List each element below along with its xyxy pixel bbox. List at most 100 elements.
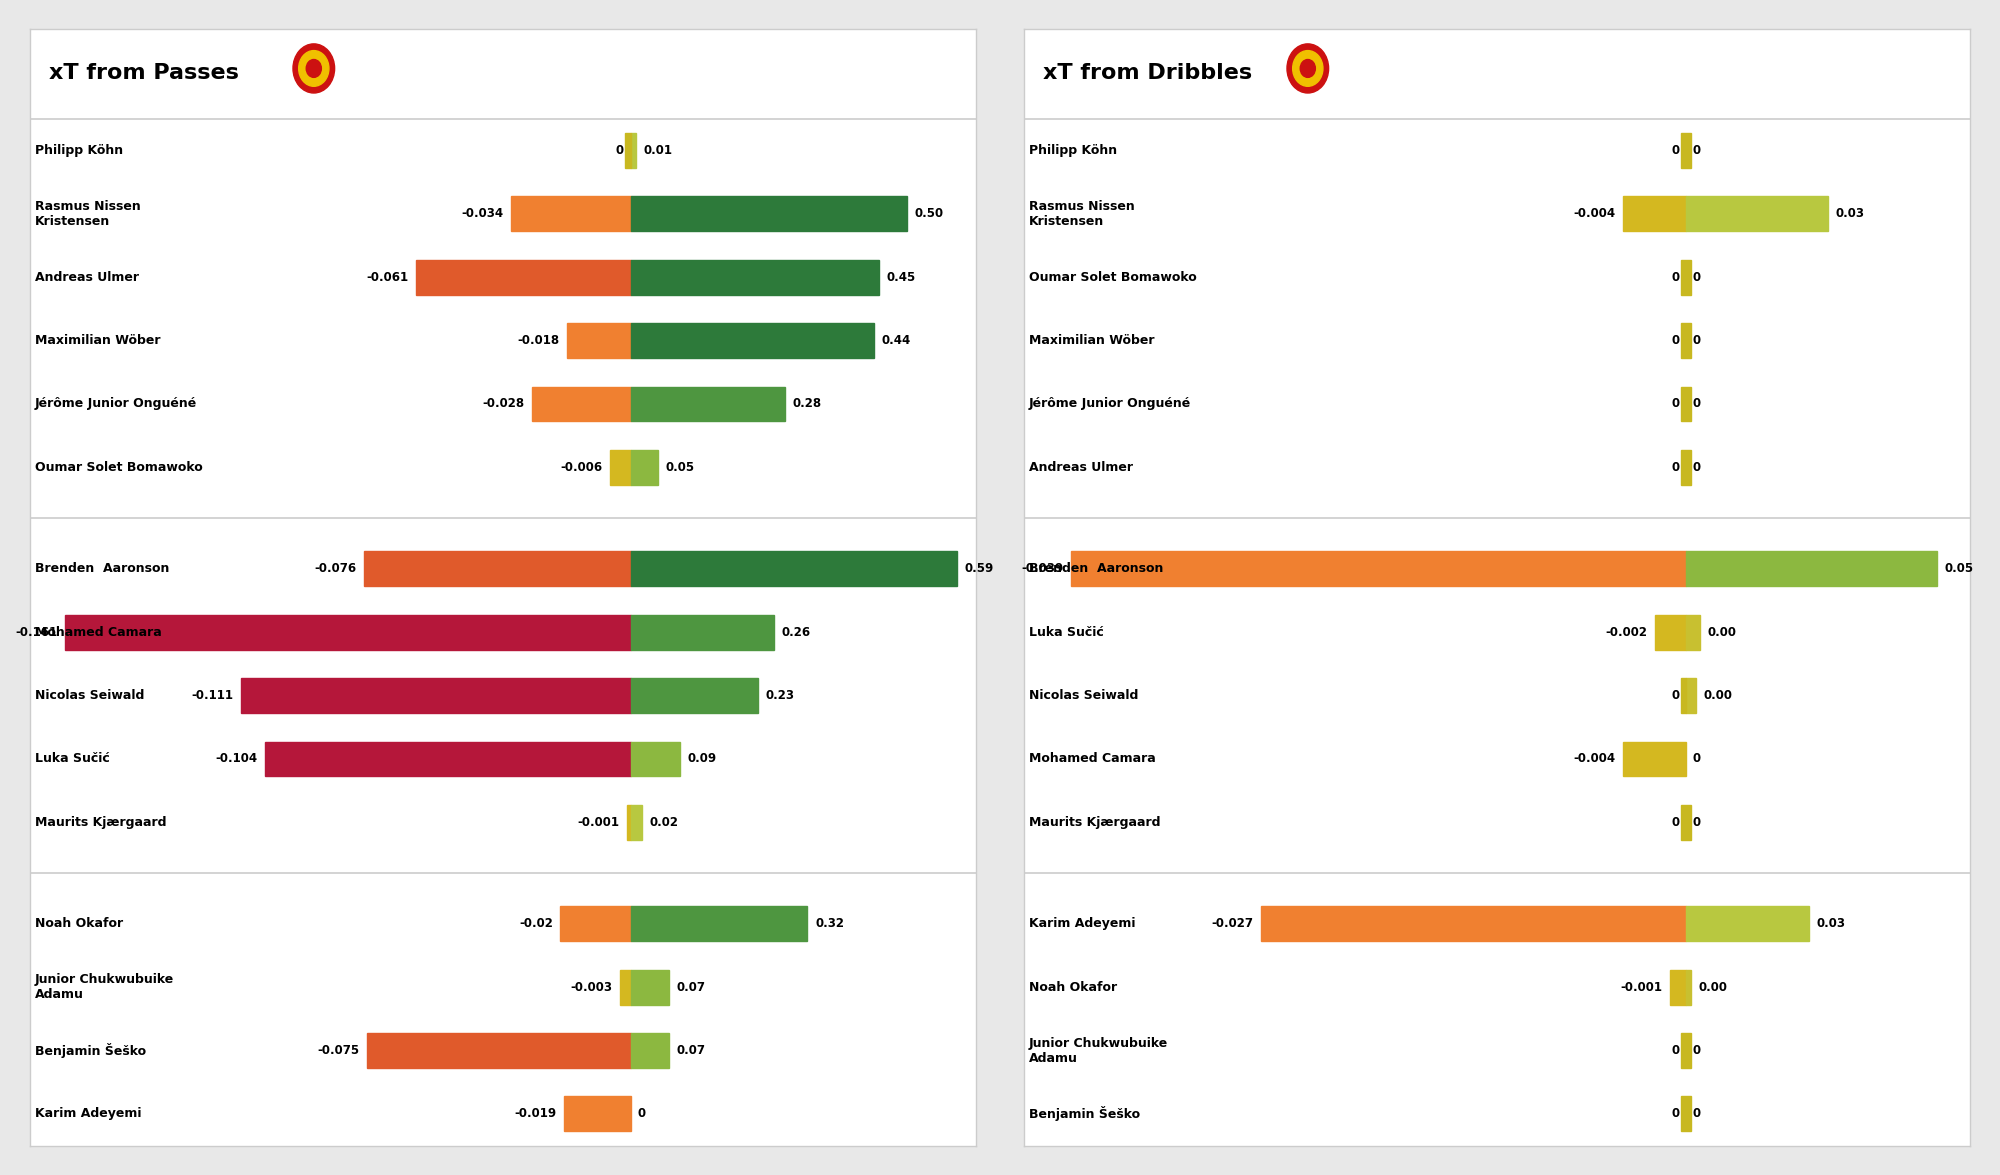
Text: Brenden  Aaronson: Brenden Aaronson: [1028, 563, 1164, 576]
Text: Jérôme Junior Onguéné: Jérôme Junior Onguéné: [1028, 397, 1190, 410]
Bar: [1260, 906, 1686, 941]
Text: 0.03: 0.03: [1816, 918, 1846, 931]
Bar: [630, 196, 906, 231]
Text: xT from Dribbles: xT from Dribbles: [1042, 62, 1252, 83]
Text: -0.02: -0.02: [520, 918, 552, 931]
Bar: [630, 450, 658, 485]
Bar: [1682, 133, 1690, 168]
Bar: [1682, 450, 1690, 485]
Circle shape: [292, 43, 334, 93]
Bar: [630, 805, 642, 840]
Text: 0: 0: [1672, 689, 1680, 701]
Text: -0.075: -0.075: [318, 1045, 360, 1058]
Text: 0: 0: [1692, 815, 1700, 828]
Text: 0.05: 0.05: [666, 461, 696, 474]
Bar: [610, 450, 630, 485]
Text: 0: 0: [1672, 1045, 1680, 1058]
Bar: [532, 387, 630, 422]
Text: 0: 0: [1672, 397, 1680, 410]
Bar: [512, 196, 630, 231]
Text: 0.03: 0.03: [1836, 207, 1864, 220]
Bar: [364, 551, 630, 586]
Text: 0.00: 0.00: [1708, 625, 1736, 639]
Text: Oumar Solet Bomawoko: Oumar Solet Bomawoko: [34, 461, 202, 474]
Text: 0.50: 0.50: [914, 207, 944, 220]
Text: 0: 0: [1692, 461, 1700, 474]
Circle shape: [1286, 43, 1328, 93]
Text: 0: 0: [1672, 461, 1680, 474]
Text: -0.001: -0.001: [1620, 981, 1662, 994]
Bar: [630, 1033, 670, 1068]
Bar: [1686, 906, 1810, 941]
Text: -0.019: -0.019: [514, 1107, 556, 1121]
Text: 0: 0: [638, 1107, 646, 1121]
Text: Maximilian Wöber: Maximilian Wöber: [1028, 334, 1154, 347]
Bar: [630, 678, 758, 713]
Bar: [626, 133, 630, 168]
Bar: [630, 260, 880, 295]
Bar: [1686, 678, 1696, 713]
Bar: [240, 678, 630, 713]
Bar: [1670, 969, 1686, 1005]
Text: Jérôme Junior Onguéné: Jérôme Junior Onguéné: [34, 397, 196, 410]
Text: xT from Passes: xT from Passes: [48, 62, 238, 83]
Text: Noah Okafor: Noah Okafor: [1028, 981, 1116, 994]
Bar: [1682, 1096, 1690, 1132]
Text: 0.59: 0.59: [964, 563, 994, 576]
Text: -0.039: -0.039: [1022, 563, 1064, 576]
Bar: [630, 906, 808, 941]
Text: Junior Chukwubuike
Adamu: Junior Chukwubuike Adamu: [34, 973, 174, 1001]
Text: 0: 0: [1672, 815, 1680, 828]
Text: -0.006: -0.006: [560, 461, 602, 474]
Text: 0: 0: [1692, 752, 1700, 765]
Text: Luka Sučić: Luka Sučić: [34, 752, 110, 765]
Text: Luka Sučić: Luka Sučić: [1028, 625, 1104, 639]
Bar: [630, 133, 636, 168]
Text: 0.23: 0.23: [766, 689, 794, 701]
Text: 0.09: 0.09: [688, 752, 718, 765]
Text: Rasmus Nissen
Kristensen: Rasmus Nissen Kristensen: [34, 200, 140, 228]
Text: Junior Chukwubuike
Adamu: Junior Chukwubuike Adamu: [1028, 1036, 1168, 1065]
Text: Nicolas Seiwald: Nicolas Seiwald: [1028, 689, 1138, 701]
Text: 0: 0: [1692, 334, 1700, 347]
Bar: [1686, 551, 1936, 586]
Bar: [630, 615, 774, 650]
Text: Oumar Solet Bomawoko: Oumar Solet Bomawoko: [1028, 270, 1196, 283]
Bar: [630, 969, 670, 1005]
Bar: [560, 906, 630, 941]
Circle shape: [306, 60, 322, 78]
Bar: [1682, 260, 1690, 295]
Text: Andreas Ulmer: Andreas Ulmer: [34, 270, 138, 283]
Text: 0: 0: [616, 143, 624, 157]
Text: 0.02: 0.02: [650, 815, 678, 828]
Text: -0.161: -0.161: [16, 625, 58, 639]
Text: 0.05: 0.05: [1944, 563, 1974, 576]
Bar: [416, 260, 630, 295]
Text: -0.004: -0.004: [1574, 752, 1616, 765]
Circle shape: [1300, 60, 1316, 78]
Circle shape: [298, 51, 328, 86]
Bar: [266, 741, 630, 777]
Bar: [1682, 805, 1690, 840]
Text: Mohamed Camara: Mohamed Camara: [34, 625, 162, 639]
Text: -0.076: -0.076: [314, 563, 356, 576]
Bar: [564, 1096, 630, 1132]
Text: 0.28: 0.28: [792, 397, 822, 410]
Text: 0.00: 0.00: [1698, 981, 1728, 994]
Text: -0.018: -0.018: [518, 334, 560, 347]
Text: 0: 0: [1692, 1045, 1700, 1058]
Text: 0: 0: [1692, 143, 1700, 157]
Text: Mohamed Camara: Mohamed Camara: [1028, 752, 1156, 765]
Bar: [630, 551, 956, 586]
Bar: [1686, 196, 1828, 231]
Text: 0: 0: [1692, 397, 1700, 410]
Bar: [1686, 969, 1690, 1005]
Text: 0.45: 0.45: [886, 270, 916, 283]
Text: 0: 0: [1672, 334, 1680, 347]
Bar: [1624, 196, 1686, 231]
Bar: [1682, 387, 1690, 422]
Bar: [630, 387, 786, 422]
Text: -0.034: -0.034: [462, 207, 504, 220]
Text: Rasmus Nissen
Kristensen: Rasmus Nissen Kristensen: [1028, 200, 1134, 228]
Text: Karim Adeyemi: Karim Adeyemi: [34, 1107, 142, 1121]
